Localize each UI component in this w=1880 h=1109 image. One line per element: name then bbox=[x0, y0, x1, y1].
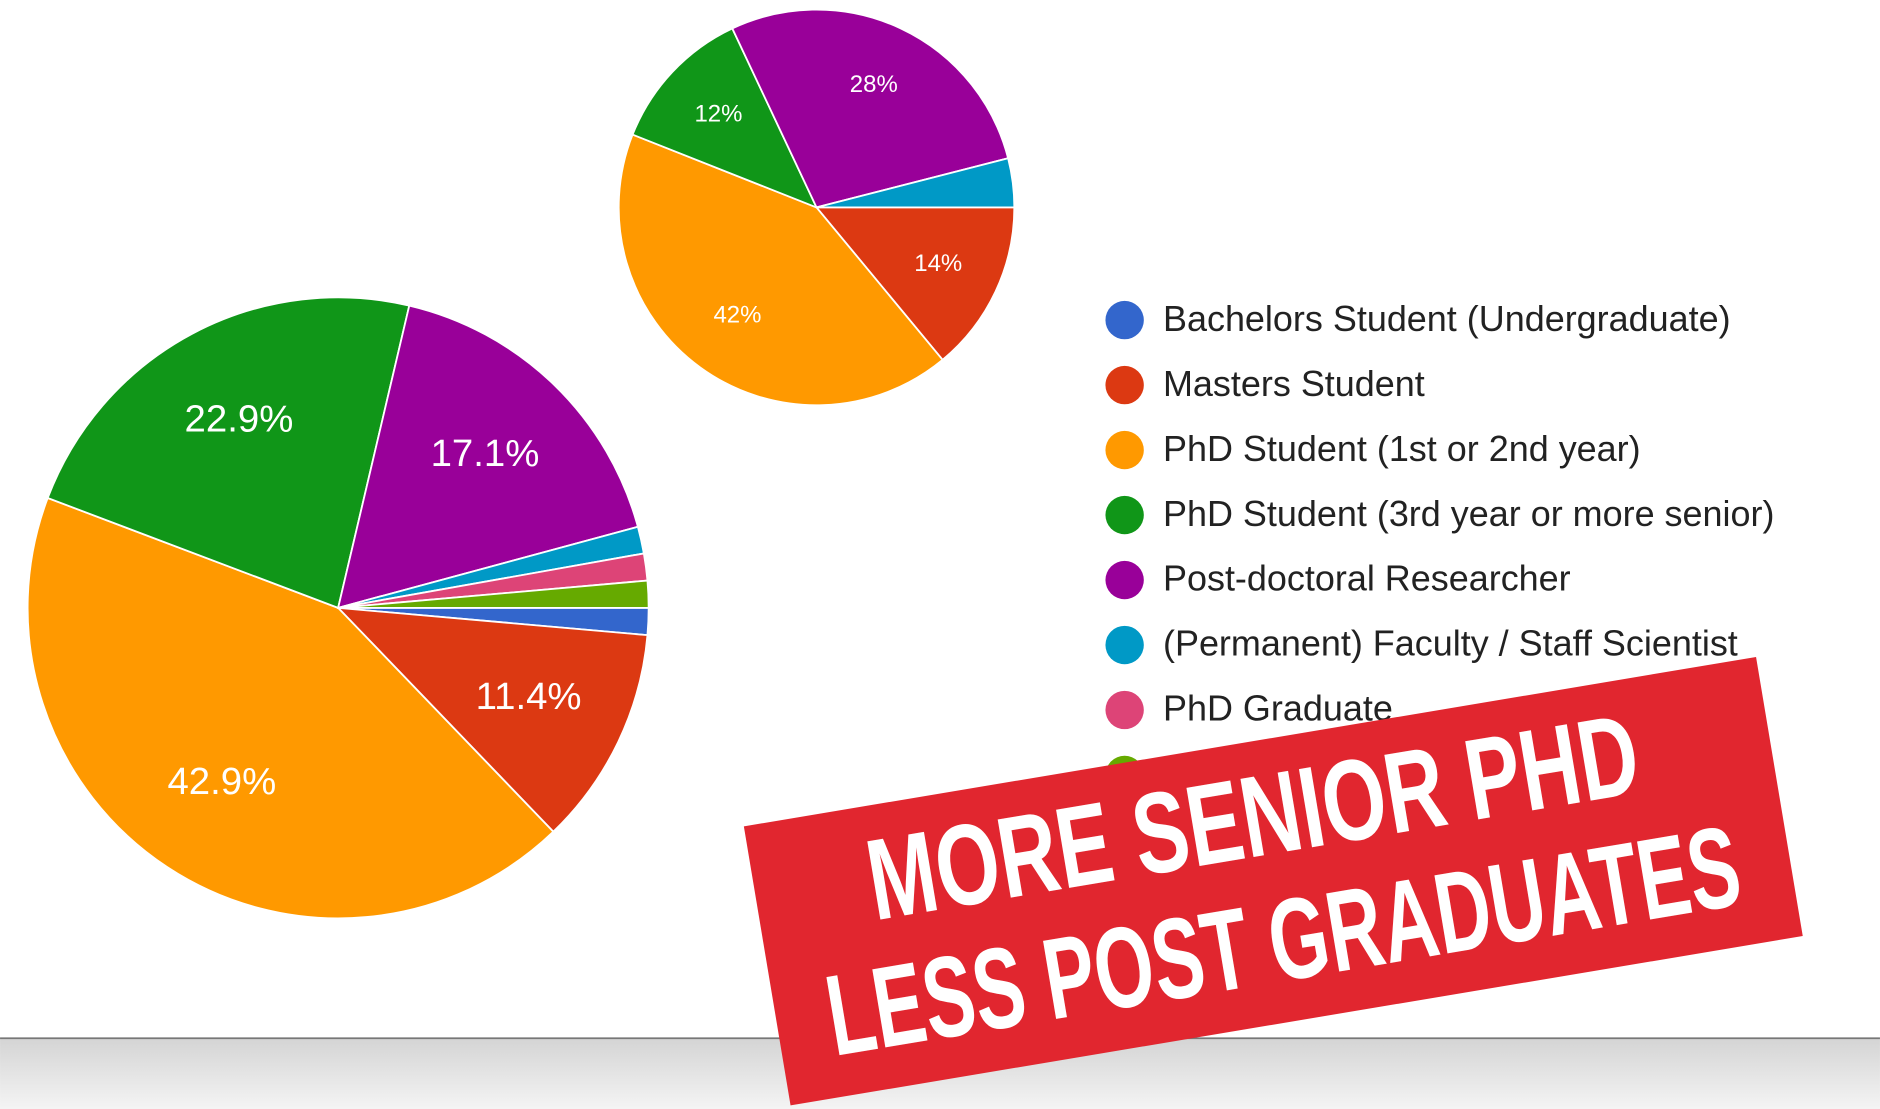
legend-swatch bbox=[1105, 365, 1144, 405]
legend: Bachelors Student (Undergraduate) Masters… bbox=[1105, 298, 1774, 795]
legend-label: Bachelors Student (Undergraduate) bbox=[1163, 298, 1731, 339]
legend-label: PhD Graduate bbox=[1163, 688, 1393, 729]
legend-label: PhD Student (3rd year or more senior) bbox=[1163, 493, 1774, 534]
pie-slice bbox=[26, 496, 555, 920]
slice-label: 12% bbox=[694, 101, 742, 128]
slice-label: 11.4% bbox=[476, 675, 582, 718]
pie-slice bbox=[338, 579, 650, 609]
legend-swatch bbox=[1105, 495, 1144, 535]
legend-swatch bbox=[1105, 560, 1144, 600]
slice-label: 17.1% bbox=[431, 432, 540, 475]
slice-label: 42% bbox=[713, 302, 761, 329]
pies: 11.4% 42.9% 22.9% 17.1% 14% 42% 12% 28% bbox=[26, 8, 1016, 920]
slice-label: 42.9% bbox=[167, 760, 276, 803]
pie-slice bbox=[335, 606, 649, 833]
pie-slice bbox=[731, 8, 1010, 209]
slice-label: 22.9% bbox=[185, 398, 294, 441]
legend-label: (Permanent) Faculty / Staff Scientist bbox=[1163, 623, 1738, 664]
legend-label: Masters Student bbox=[1163, 363, 1425, 404]
legend-label: PhD Student (1st or 2nd year) bbox=[1163, 428, 1641, 469]
legend-label: Post-doctoral Researcher bbox=[1163, 558, 1571, 599]
pie-slice bbox=[46, 296, 411, 610]
slice-label: 28% bbox=[850, 71, 898, 98]
pie-slice bbox=[617, 133, 944, 407]
banner-bg bbox=[743, 656, 1803, 1106]
legend-swatch bbox=[1105, 300, 1144, 340]
pie-slice bbox=[814, 206, 1016, 362]
slice-label: 14% bbox=[914, 250, 962, 277]
pie-slice bbox=[336, 304, 639, 610]
legend-swatch bbox=[1105, 430, 1144, 470]
legend-swatch bbox=[1105, 690, 1144, 730]
pie-slice bbox=[631, 27, 819, 210]
pie-slice bbox=[816, 157, 1016, 209]
legend-swatch bbox=[1105, 625, 1144, 665]
